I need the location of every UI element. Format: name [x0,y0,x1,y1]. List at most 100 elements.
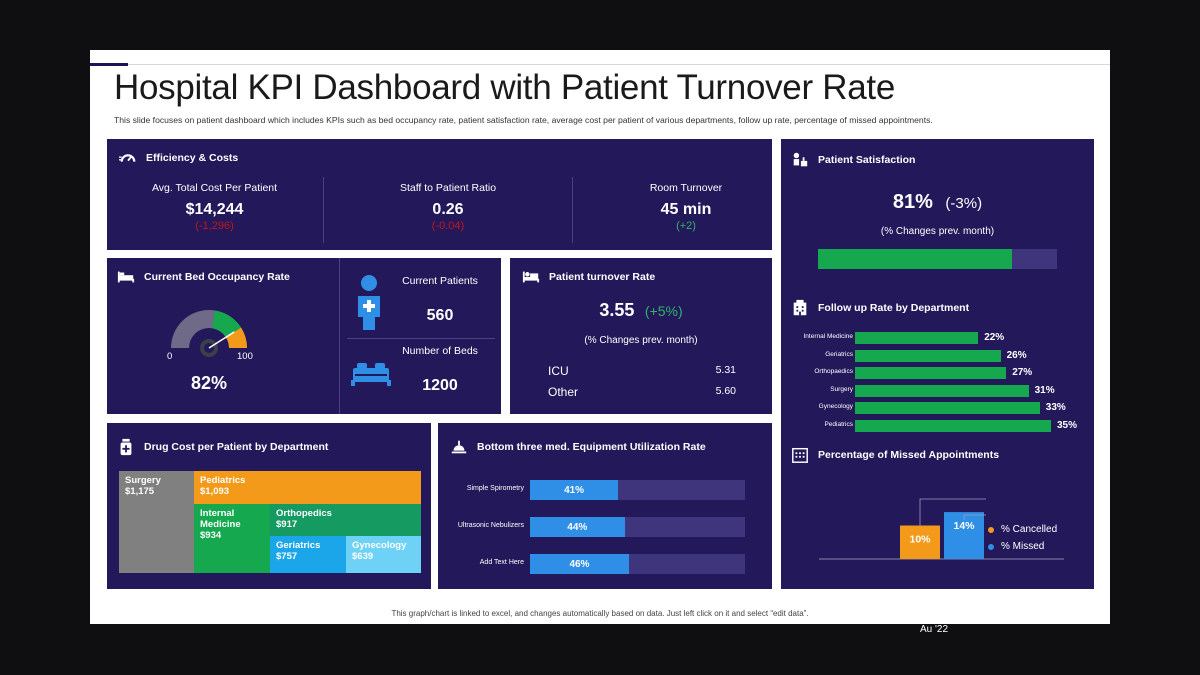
follow-up-bar [855,384,1029,397]
beds-value: 1200 [422,377,458,394]
bed-occupancy-title: Current Bed Occupancy Rate [144,271,290,283]
drug-cost-title: Drug Cost per Patient by Department [144,441,329,453]
treemap-cell-orthopedics: Orthopedics $917 [270,504,421,536]
metric-label: Staff to Patient Ratio [399,182,497,194]
satisfaction-change: (-3%) [945,195,983,212]
equipment-bar-track: 44% [530,517,745,537]
treemap-cell-name: Gynecology [352,540,407,551]
follow-up-value: 26% [1006,349,1027,361]
treemap-cell-name: Surgery [125,475,161,486]
metric-change: (-1,296) [195,220,234,232]
turnover-value: 3.55 [599,300,635,320]
follow-up-value: 35% [1057,420,1078,431]
bed-occupancy-panel: Current Bed Occupancy Rate 0 100 82% Cur… [107,258,501,414]
follow-up-bar [855,332,979,344]
follow-up-bar [855,367,1007,380]
missed-header: Percentage of Missed Appointments [791,446,999,464]
equipment-header: Bottom three med. Equipment Utilization … [450,438,706,456]
thumbs-up-icon [793,152,808,167]
divider [347,338,495,339]
occupancy-value: 82% [190,373,228,393]
medicine-bottle-icon [120,438,132,456]
follow-up-row: Internal Medicine 22% [781,332,1081,345]
treemap-cell-name: Geriatrics [276,540,321,551]
drug-cost-header: Drug Cost per Patient by Department [117,438,328,456]
speedometer-icon [119,154,136,162]
follow-up-bar [855,349,1001,362]
follow-up-row: Gynecology 33% [781,402,1081,415]
treemap-cell-geriatrics: Geriatrics $757 [270,536,346,573]
equipment-title: Bottom three med. Equipment Utilization … [477,441,706,453]
treemap-cell-value: $757 [276,551,298,562]
equipment-panel: Bottom three med. Equipment Utilization … [438,423,772,589]
missed-bar [900,525,940,559]
turnover-row-value: 5.31 [715,364,736,376]
gauge-min-label: 0 [167,351,173,362]
slide: Hospital KPI Dashboard with Patient Turn… [90,50,1110,635]
turnover-row-label: ICU [548,364,569,378]
follow-up-label: Gynecology [818,403,853,411]
missed-title: Percentage of Missed Appointments [818,449,1000,461]
equipment-label: Ultrasonic Nebulizers [457,522,524,529]
satisfaction-value-row: 81% (-3%) [781,191,1094,214]
treemap-cell-value: $1,093 [200,486,230,497]
turnover-panel: Patient turnover Rate 3.55 (+5%) (% Chan… [510,258,772,414]
turnover-note: (% Changes prev. month) [584,335,698,346]
equipment-icon [451,440,467,454]
legend-missed: % Missed [988,541,1044,552]
turnover-header: Patient turnover Rate [522,268,655,286]
metric-value: 0.26 [432,201,464,218]
follow-up-value: 33% [1045,402,1066,414]
gauge-needle [208,331,235,349]
legend-swatch [988,526,994,533]
occupancy-gauge [171,310,247,357]
follow-up-row: Orthopaedics 27% [781,367,1081,380]
satisfaction-header: Patient Satisfaction [791,151,915,169]
treemap-cell-name: Pediatrics [200,475,246,486]
treemap-cell-surgery: Surgery $1,175 [119,471,194,573]
equipment-bar: 46% [530,554,629,574]
equipment-bar-track: 41% [530,480,745,500]
equipment-label: Add Text Here [479,559,524,566]
legend-swatch [988,543,994,550]
legend-leader-line [919,498,986,526]
calendar-icon [792,447,808,463]
follow-up-label: Pediatrics [824,421,853,428]
current-patients-label: Current Patients [402,275,478,287]
current-patients-value: 560 [426,307,454,324]
treemap-cell-value: $639 [352,551,374,562]
turnover-value-row: 3.55 (+5%) [510,300,772,321]
page-title: Hospital KPI Dashboard with Patient Turn… [114,68,895,107]
hospital-icon [793,299,807,316]
legend-label: % Cancelled [1001,524,1058,535]
missed-chart: 10% 14% [819,498,1064,560]
turnover-title: Patient turnover Rate [549,271,656,283]
metric-room-turnover: Room Turnover 45 min (+2) [573,182,799,232]
treemap-cell-name: Internal Medicine [200,508,241,530]
metric-value: $14,244 [185,201,244,218]
satisfaction-title: Patient Satisfaction [818,154,916,166]
metric-label: Room Turnover [649,182,723,194]
follow-up-row: Surgery 31% [781,384,1081,398]
follow-up-value: 22% [984,332,1005,343]
gauge-max-label: 100 [237,351,253,362]
follow-up-label: Geriatrics [825,350,853,358]
footer-note: This graph/chart is linked to excel, and… [391,609,809,618]
metric-change: (+2) [676,220,696,232]
metric-change: (-0.04) [431,220,465,232]
legend-label: % Missed [1001,541,1045,552]
patient-person-icon [358,275,380,330]
gauge-tail [225,327,247,348]
beds-label: Number of Beds [402,345,478,357]
treemap-cell-value: $917 [276,519,298,530]
turnover-row-label: Other [548,385,579,399]
title-rule [128,64,1110,65]
title-accent-line [90,63,128,66]
beds-icon [351,363,391,386]
divider [339,258,340,414]
divider [323,177,324,243]
follow-up-value: 27% [1012,367,1033,379]
follow-up-label: Orthopaedics [814,368,853,376]
follow-up-label: Surgery [830,385,853,393]
divider [572,177,573,243]
